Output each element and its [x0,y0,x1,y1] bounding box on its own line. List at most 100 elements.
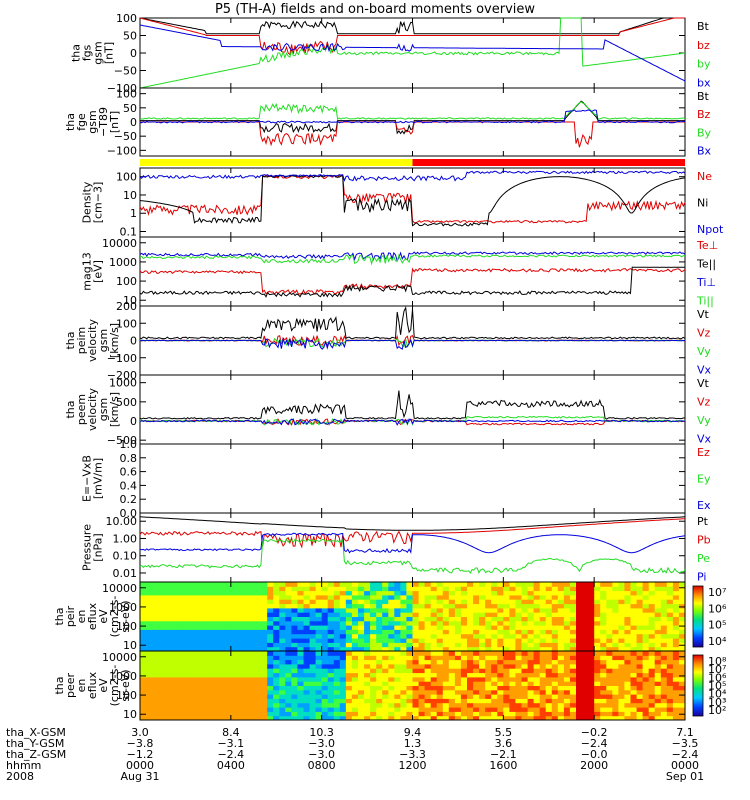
heatmap-cell [152,612,159,617]
y-tick-label: 500 [116,396,137,409]
heatmap-cell [666,672,674,678]
y-tick-label: −500 [107,434,137,447]
heatmap-cell [442,707,450,712]
heatmap-cell [576,715,583,721]
heatmap-cell [606,586,613,592]
heatmap-cell [406,646,413,652]
heatmap-cell [551,594,559,600]
heatmap-cell [158,663,165,669]
heatmap-cell [406,655,413,661]
heatmap-cell [654,607,662,613]
heatmap-cell [509,582,516,587]
heatmap-cell [473,663,480,669]
heatmap-cell [400,702,407,708]
heatmap-cell [242,629,250,635]
heatmap-cell [430,612,438,617]
heatmap-cell [594,603,601,609]
heatmap-cell [624,646,631,652]
heatmap-cell [358,590,365,596]
heatmap-cell [666,689,674,695]
heatmap-cell [527,676,535,682]
heatmap-cell [563,642,571,648]
heatmap-cell [236,689,244,695]
heatmap-cell [182,625,189,630]
heatmap-cell [576,707,583,712]
heatmap-cell [242,672,250,678]
heatmap-cell [176,689,183,695]
heatmap-cell [400,715,407,721]
heatmap-cell [412,676,420,682]
heatmap-cell [521,689,529,695]
heatmap-cell [273,599,280,605]
heatmap-cell [285,586,292,592]
heatmap-cell [146,603,153,609]
heatmap-cell [467,590,474,596]
heatmap-cell [146,594,153,600]
heatmap-cell [545,586,553,592]
heatmap-cell [533,707,541,712]
heatmap-cell [648,702,656,708]
heatmap-cell [176,586,183,592]
heatmap-cell [479,711,486,717]
heatmap-cell [473,672,480,678]
heatmap-cell [279,659,286,665]
heatmap-cell [164,702,171,708]
heatmap-cell [539,599,547,605]
heatmap-cell [636,642,644,648]
heatmap-cell [503,689,510,695]
heatmap-cell [321,672,329,678]
heatmap-cell [551,702,559,708]
heatmap-cell [140,715,147,721]
heatmap-cell [666,633,674,639]
heatmap-cell [297,689,304,695]
heatmap-cell [424,651,432,656]
heatmap-cell [509,663,516,669]
heatmap-cell [291,646,298,652]
heatmap-cell [563,655,571,661]
heatmap-cell [321,655,329,661]
heatmap-cell [551,681,559,686]
heatmap-cell [376,663,383,669]
heatmap-cell [164,582,171,587]
heatmap-cell [370,663,377,669]
heatmap-cell [418,590,426,596]
legend-Vy: Vy [697,414,711,427]
heatmap-cell [606,659,613,665]
heatmap-cell [279,582,286,587]
heatmap-cell [509,672,516,678]
heatmap-cell [503,594,510,600]
heatmap-cell [672,603,680,609]
region-bar-yellow [140,159,413,166]
heatmap-cell [642,685,650,691]
heatmap-cell [309,651,317,656]
heatmap-cell [152,633,159,639]
heatmap-cell [176,715,183,721]
heatmap-cell [236,620,244,626]
heatmap-cell [515,594,522,600]
heatmap-cell [636,685,644,691]
heatmap-cell [660,659,668,665]
heatmap-cell [467,689,474,695]
heatmap-cell [545,685,553,691]
heatmap-cell [236,668,244,674]
heatmap-cell [618,586,625,592]
heatmap-cell [533,594,541,600]
heatmap-cell [654,711,662,717]
heatmap-cell [479,594,486,600]
heatmap-cell [152,694,159,699]
heatmap-cell [345,646,353,652]
heatmap-cell [582,582,589,587]
heatmap-cell [473,625,480,630]
series-line-3-3 [139,253,685,266]
heatmap-cell [521,616,529,622]
heatmap-cell [624,638,631,643]
heatmap-cell [146,689,153,695]
y-axis-label: (cm2-s- [108,665,121,707]
heatmap-cell [557,633,565,639]
heatmap-cell [261,702,268,708]
heatmap-cell [642,633,650,639]
date-label-start: Aug 31 [121,770,160,783]
heatmap-cell [249,586,256,592]
heatmap-cell [345,698,353,704]
heatmap-cell [660,707,668,712]
